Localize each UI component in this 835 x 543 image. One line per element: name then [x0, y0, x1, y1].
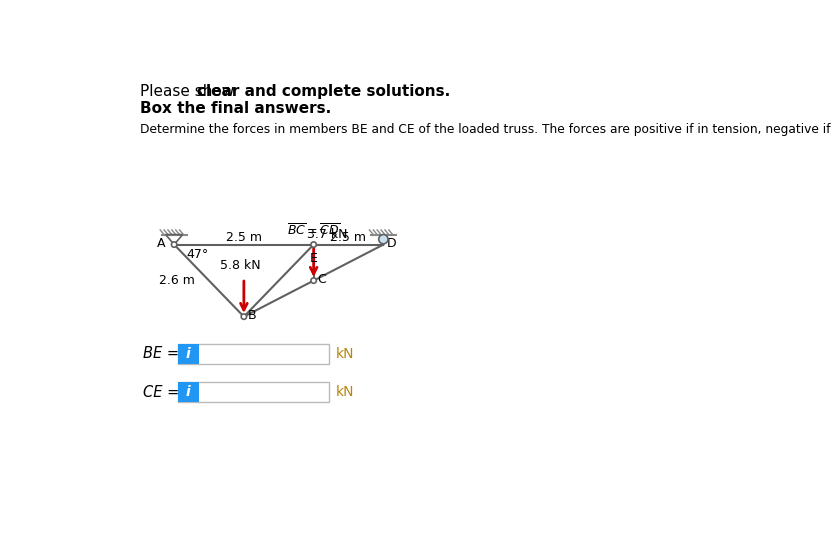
Text: CE =: CE = [143, 385, 180, 400]
FancyBboxPatch shape [178, 344, 329, 364]
FancyBboxPatch shape [178, 344, 199, 364]
Text: i: i [185, 347, 190, 361]
Text: i: i [185, 386, 190, 400]
Text: $\overline{BC}=\overline{CD}$: $\overline{BC}=\overline{CD}$ [287, 223, 340, 238]
Text: B: B [248, 308, 256, 321]
Text: kN: kN [336, 386, 354, 400]
Text: 2.5 m: 2.5 m [226, 231, 262, 244]
Text: 5.8 kN: 5.8 kN [220, 259, 261, 272]
Text: Please show: Please show [140, 84, 239, 99]
Text: 2.6 m: 2.6 m [159, 274, 195, 287]
Text: Determine the forces in members BE and CE of the loaded truss. The forces are po: Determine the forces in members BE and C… [140, 123, 835, 136]
Text: D: D [387, 237, 397, 250]
Text: A: A [157, 237, 165, 250]
FancyBboxPatch shape [178, 382, 199, 402]
Text: Box the final answers.: Box the final answers. [140, 102, 331, 116]
Text: BE =: BE = [143, 346, 180, 362]
Circle shape [311, 278, 316, 283]
Circle shape [379, 235, 388, 244]
Text: E: E [310, 252, 317, 266]
Circle shape [171, 242, 177, 247]
Text: 47°: 47° [186, 248, 209, 261]
Text: kN: kN [336, 347, 354, 361]
Circle shape [241, 314, 246, 319]
Text: clear and complete solutions.: clear and complete solutions. [197, 84, 451, 99]
FancyBboxPatch shape [178, 382, 329, 402]
Circle shape [311, 242, 316, 247]
Text: 2.5 m: 2.5 m [331, 231, 367, 244]
Text: 3.7 kN: 3.7 kN [307, 228, 348, 241]
Text: C: C [317, 273, 326, 286]
